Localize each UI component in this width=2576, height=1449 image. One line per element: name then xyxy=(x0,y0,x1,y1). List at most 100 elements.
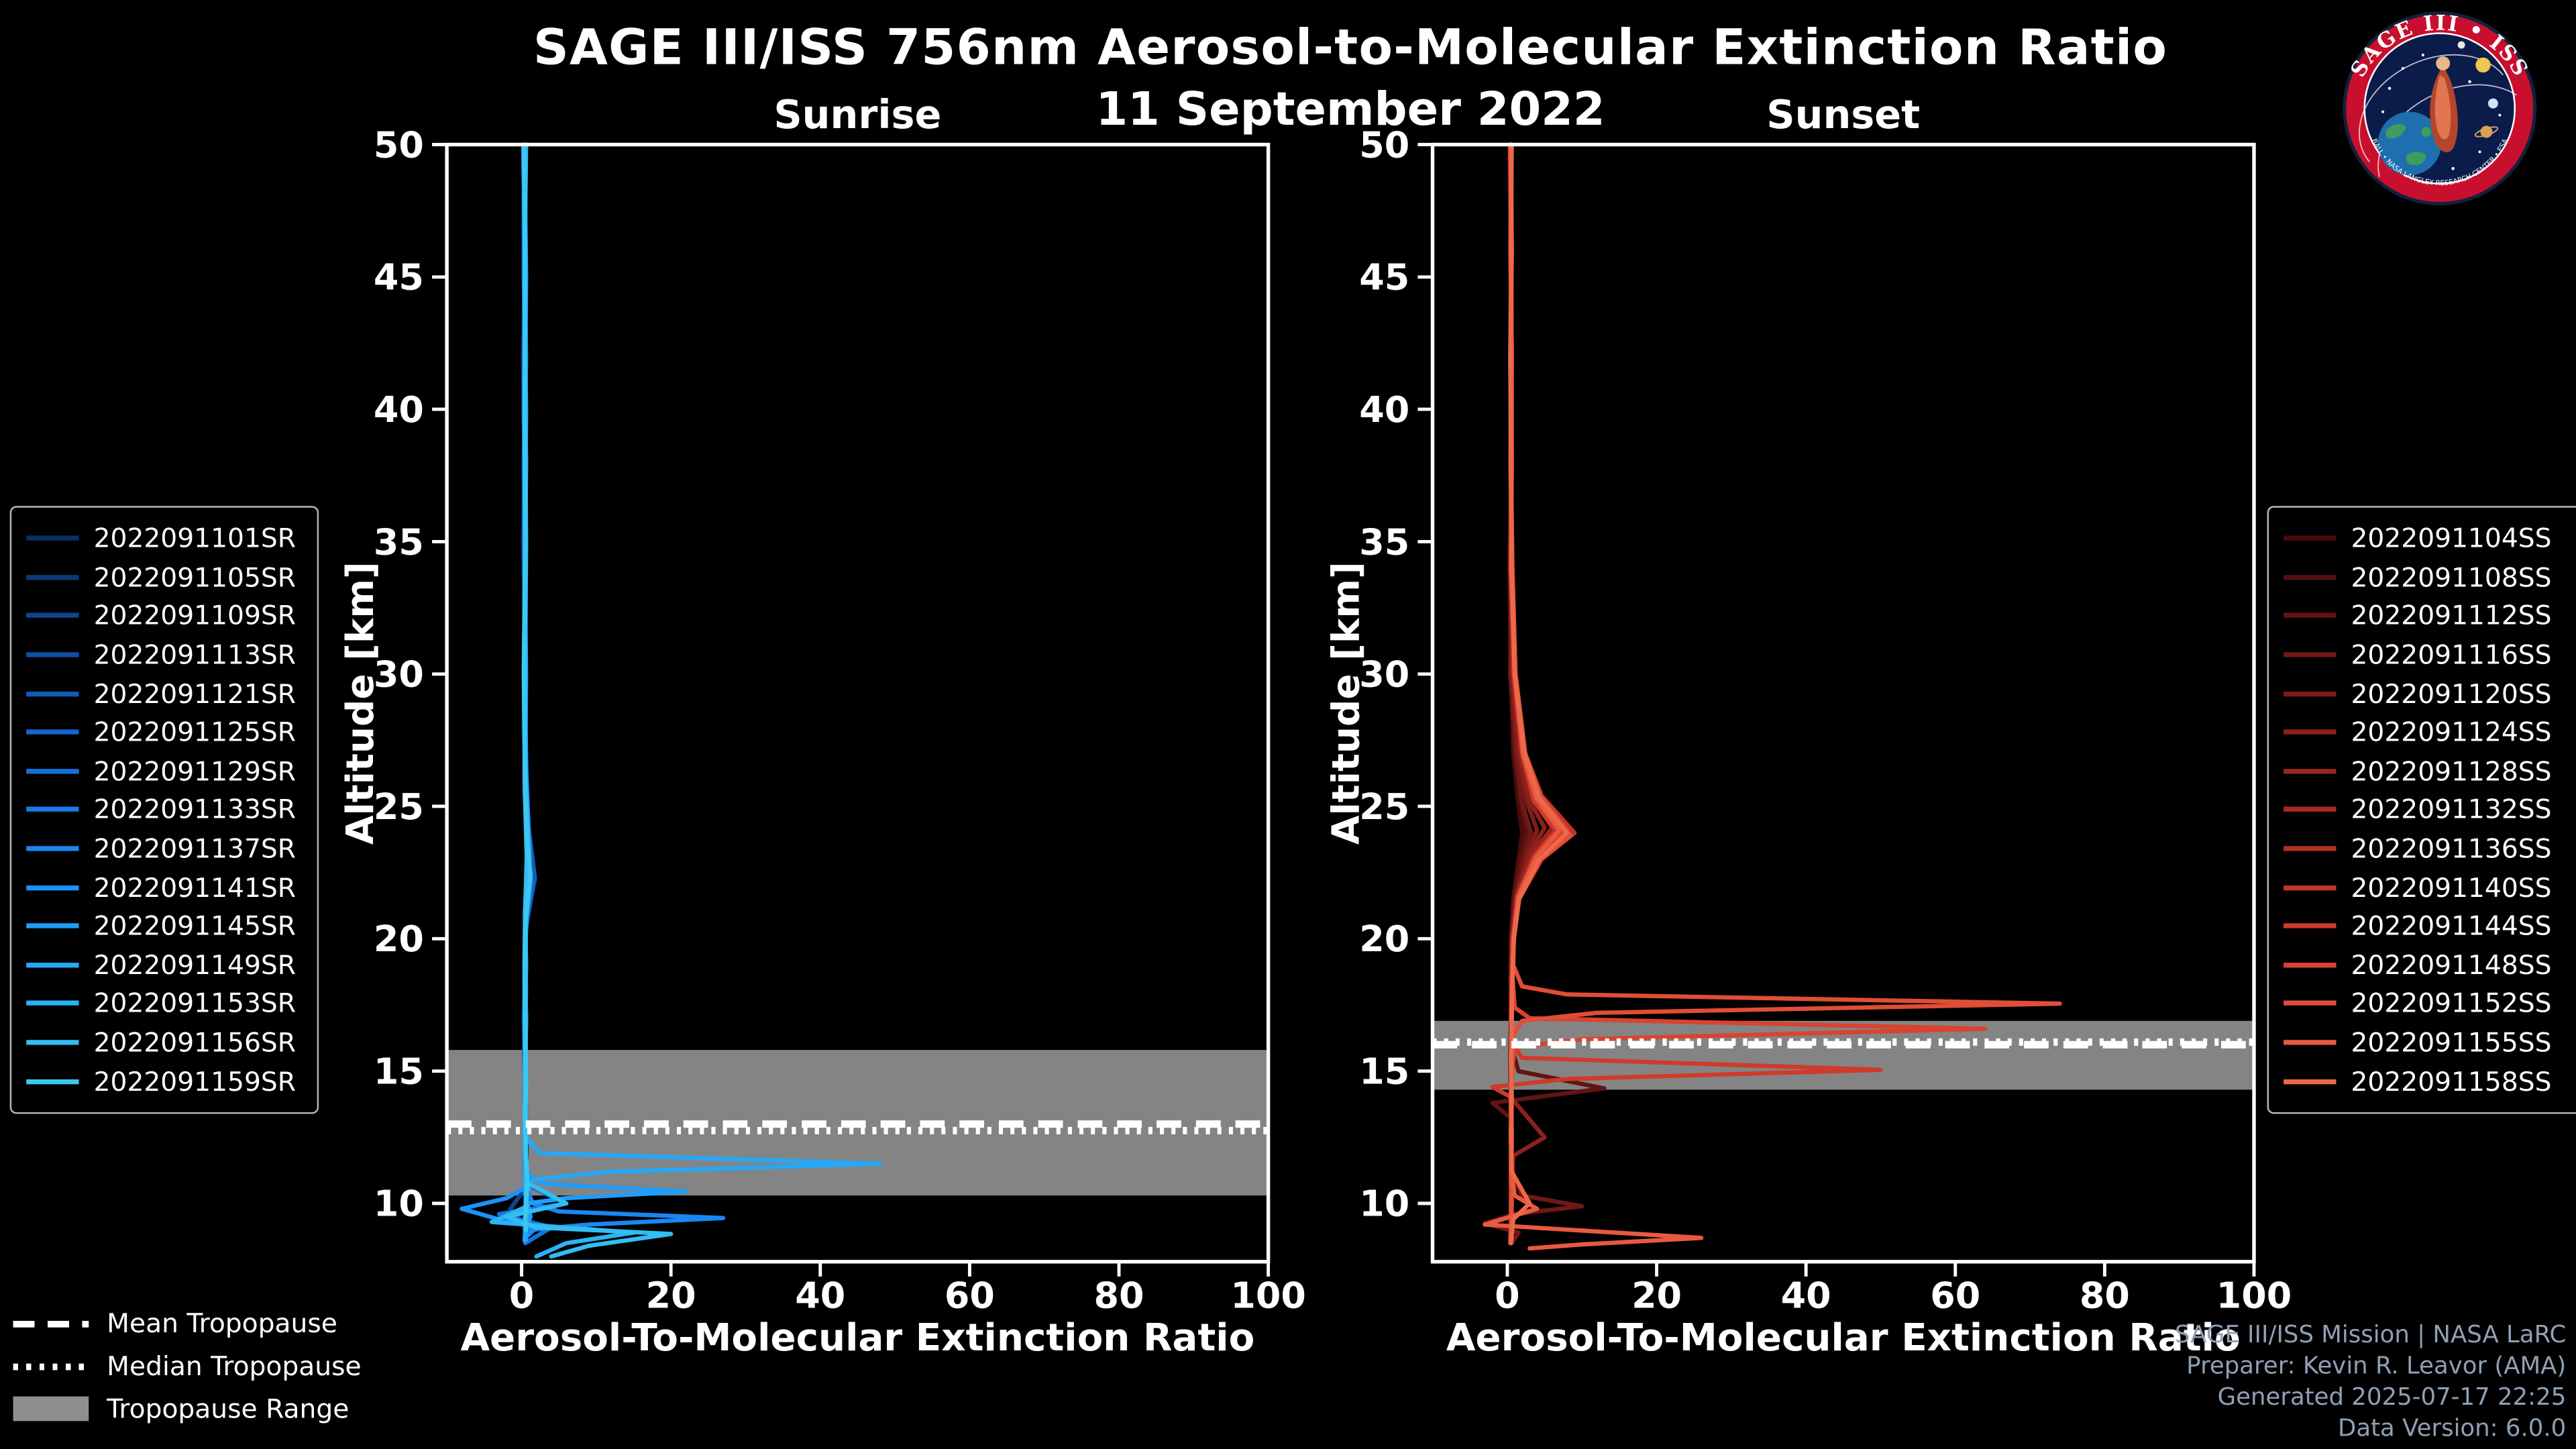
legend-item-label: 2022091132SS xyxy=(2351,794,2552,826)
legend-item-label: 2022091136SS xyxy=(2351,833,2552,865)
legend-item: 2022091149SR xyxy=(26,945,302,984)
y-tick-label: 10 xyxy=(1359,1183,1409,1225)
y-tick-label: 20 xyxy=(374,918,424,960)
legend-item: 2022091156SR xyxy=(26,1023,302,1062)
legend-item: 2022091120SS xyxy=(2284,674,2573,713)
legend-item: 2022091159SR xyxy=(26,1062,302,1101)
tropopause-range-label: Tropopause Range xyxy=(107,1393,350,1425)
legend-item: 2022091121SR xyxy=(26,674,302,713)
legend-item-label: 2022091133SR xyxy=(93,794,297,826)
x-tick-label: 20 xyxy=(1631,1274,1682,1316)
legend-line-swatch xyxy=(2284,1001,2337,1006)
legend-item-label: 2022091156SR xyxy=(93,1026,297,1059)
plot-frame xyxy=(1430,142,2256,1264)
legend-line-swatch xyxy=(2284,691,2337,696)
logo-moon xyxy=(2487,98,2498,109)
legend-item: 2022091155SS xyxy=(2284,1023,2573,1062)
legend-item: 2022091128SS xyxy=(2284,752,2573,791)
sunset-legend: 2022091104SS 2022091108SS 2022091112SS 2022… xyxy=(2267,506,2576,1114)
legend-item-label: 2022091152SS xyxy=(2351,987,2552,1020)
legend-item-label: 2022091153SR xyxy=(93,987,297,1020)
mean-tropopause-legend-item: Mean Tropopause xyxy=(13,1307,362,1339)
legend-line-swatch xyxy=(26,691,79,696)
y-tick-label: 25 xyxy=(1359,786,1409,828)
legend-line-swatch xyxy=(2284,729,2337,735)
legend-item: 2022091108SS xyxy=(2284,558,2573,597)
sunrise-chart: 10 15 20 25 30 35 40 45 50 0 20 40 60 80 100 xyxy=(374,123,1306,1316)
legend-line-swatch xyxy=(2284,613,2337,619)
legend-item-label: 2022091101SR xyxy=(93,523,297,555)
y-tick-label: 15 xyxy=(374,1051,424,1093)
x-tick-label: 60 xyxy=(945,1274,995,1316)
credit-generated: Generated 2025-07-17 22:25 xyxy=(2217,1384,2567,1411)
logo-earth xyxy=(2377,111,2442,176)
legend-item: 2022091153SR xyxy=(26,984,302,1023)
legend-line-swatch xyxy=(26,1040,79,1045)
logo-celestial-bodies xyxy=(2457,41,2499,138)
legend-line-swatch xyxy=(26,923,79,929)
legend-line-swatch xyxy=(26,885,79,890)
credit-mission: SAGE III/ISS Mission | NASA LaRC xyxy=(2174,1322,2567,1348)
sunrise-plot-area: 10 15 20 25 30 35 40 45 50 0 20 40 60 80 100 xyxy=(374,123,1306,1316)
legend-item: 2022091109SR xyxy=(26,596,302,635)
legend-item-label: 2022091109SR xyxy=(93,600,297,632)
legend-item: 2022091141SR xyxy=(26,868,302,907)
x-tick-label: 100 xyxy=(1230,1274,1305,1316)
tropopause-legend: Mean Tropopause Median Tropopause Tropop… xyxy=(13,1307,362,1424)
legend-line-swatch xyxy=(26,846,79,851)
x-tick-label: 80 xyxy=(2080,1274,2130,1316)
y-tick-label: 40 xyxy=(374,388,424,431)
dashed-line-swatch xyxy=(13,1320,89,1327)
legend-item-label: 2022091145SR xyxy=(93,910,297,942)
legend-item: 2022091125SR xyxy=(26,713,302,752)
y-tick-label: 30 xyxy=(1359,653,1409,696)
tropopause-range-legend-item: Tropopause Range xyxy=(13,1393,362,1425)
x-tick-label: 100 xyxy=(2216,1274,2292,1316)
legend-line-swatch xyxy=(2284,768,2337,774)
y-tick-label: 25 xyxy=(374,786,424,828)
legend-item: 2022091113SR xyxy=(26,635,302,674)
page-title: SAGE III/ISS 756nm Aerosol-to-Molecular … xyxy=(533,19,2168,78)
legend-item: 2022091136SS xyxy=(2284,829,2573,868)
legend-item-label: 2022091158SS xyxy=(2351,1065,2552,1097)
legend-line-swatch xyxy=(2284,1040,2337,1045)
legend-item-label: 2022091104SS xyxy=(2351,523,2552,555)
y-tick-label: 40 xyxy=(1359,388,1409,431)
sunrise-x-axis-label: Aerosol-To-Molecular Extinction Ratio xyxy=(460,1318,1255,1360)
y-tick-label: 50 xyxy=(1359,123,1409,166)
legend-item: 2022091124SS xyxy=(2284,713,2573,752)
legend-line-swatch xyxy=(2284,846,2337,851)
legend-item-label: 2022091108SS xyxy=(2351,561,2552,593)
legend-item-label: 2022091105SR xyxy=(93,561,297,593)
legend-line-swatch xyxy=(26,1001,79,1006)
legend-item-label: 2022091120SS xyxy=(2351,678,2552,710)
legend-item: 2022091158SS xyxy=(2284,1062,2573,1101)
legend-line-swatch xyxy=(2284,574,2337,580)
legend-item-label: 2022091155SS xyxy=(2351,1026,2552,1059)
y-tick-label: 50 xyxy=(374,123,424,166)
legend-line-swatch xyxy=(2284,1079,2337,1084)
x-tick-label: 0 xyxy=(509,1274,534,1316)
legend-item: 2022091140SS xyxy=(2284,868,2573,907)
legend-line-swatch xyxy=(2284,536,2337,541)
legend-item: 2022091133SR xyxy=(26,790,302,829)
gray-patch-swatch xyxy=(13,1396,89,1421)
series-2022091159SR xyxy=(521,142,533,1232)
sunset-plot-area: 10 15 20 25 30 35 40 45 50 0 20 40 60 80 100 xyxy=(1359,123,2292,1316)
credit-preparer: Preparer: Kevin R. Leavor (AMA) xyxy=(2186,1353,2567,1380)
legend-line-swatch xyxy=(26,729,79,735)
sunset-panel-title: Sunset xyxy=(1766,92,1921,138)
legend-item: 2022091116SS xyxy=(2284,635,2573,674)
plot-frame xyxy=(445,142,1271,1264)
sunrise-panel-title: Sunrise xyxy=(773,92,942,138)
legend-item-label: 2022091140SS xyxy=(2351,871,2552,904)
legend-item-label: 2022091125SR xyxy=(93,716,297,748)
x-tick-label: 40 xyxy=(1781,1274,1831,1316)
legend-item-label: 2022091149SR xyxy=(93,949,297,981)
legend-item: 2022091144SS xyxy=(2284,907,2573,946)
legend-item: 2022091129SR xyxy=(26,752,302,791)
mean-tropopause-label: Mean Tropopause xyxy=(107,1307,337,1339)
legend-line-swatch xyxy=(2284,885,2337,890)
y-tick-label: 35 xyxy=(374,521,424,563)
